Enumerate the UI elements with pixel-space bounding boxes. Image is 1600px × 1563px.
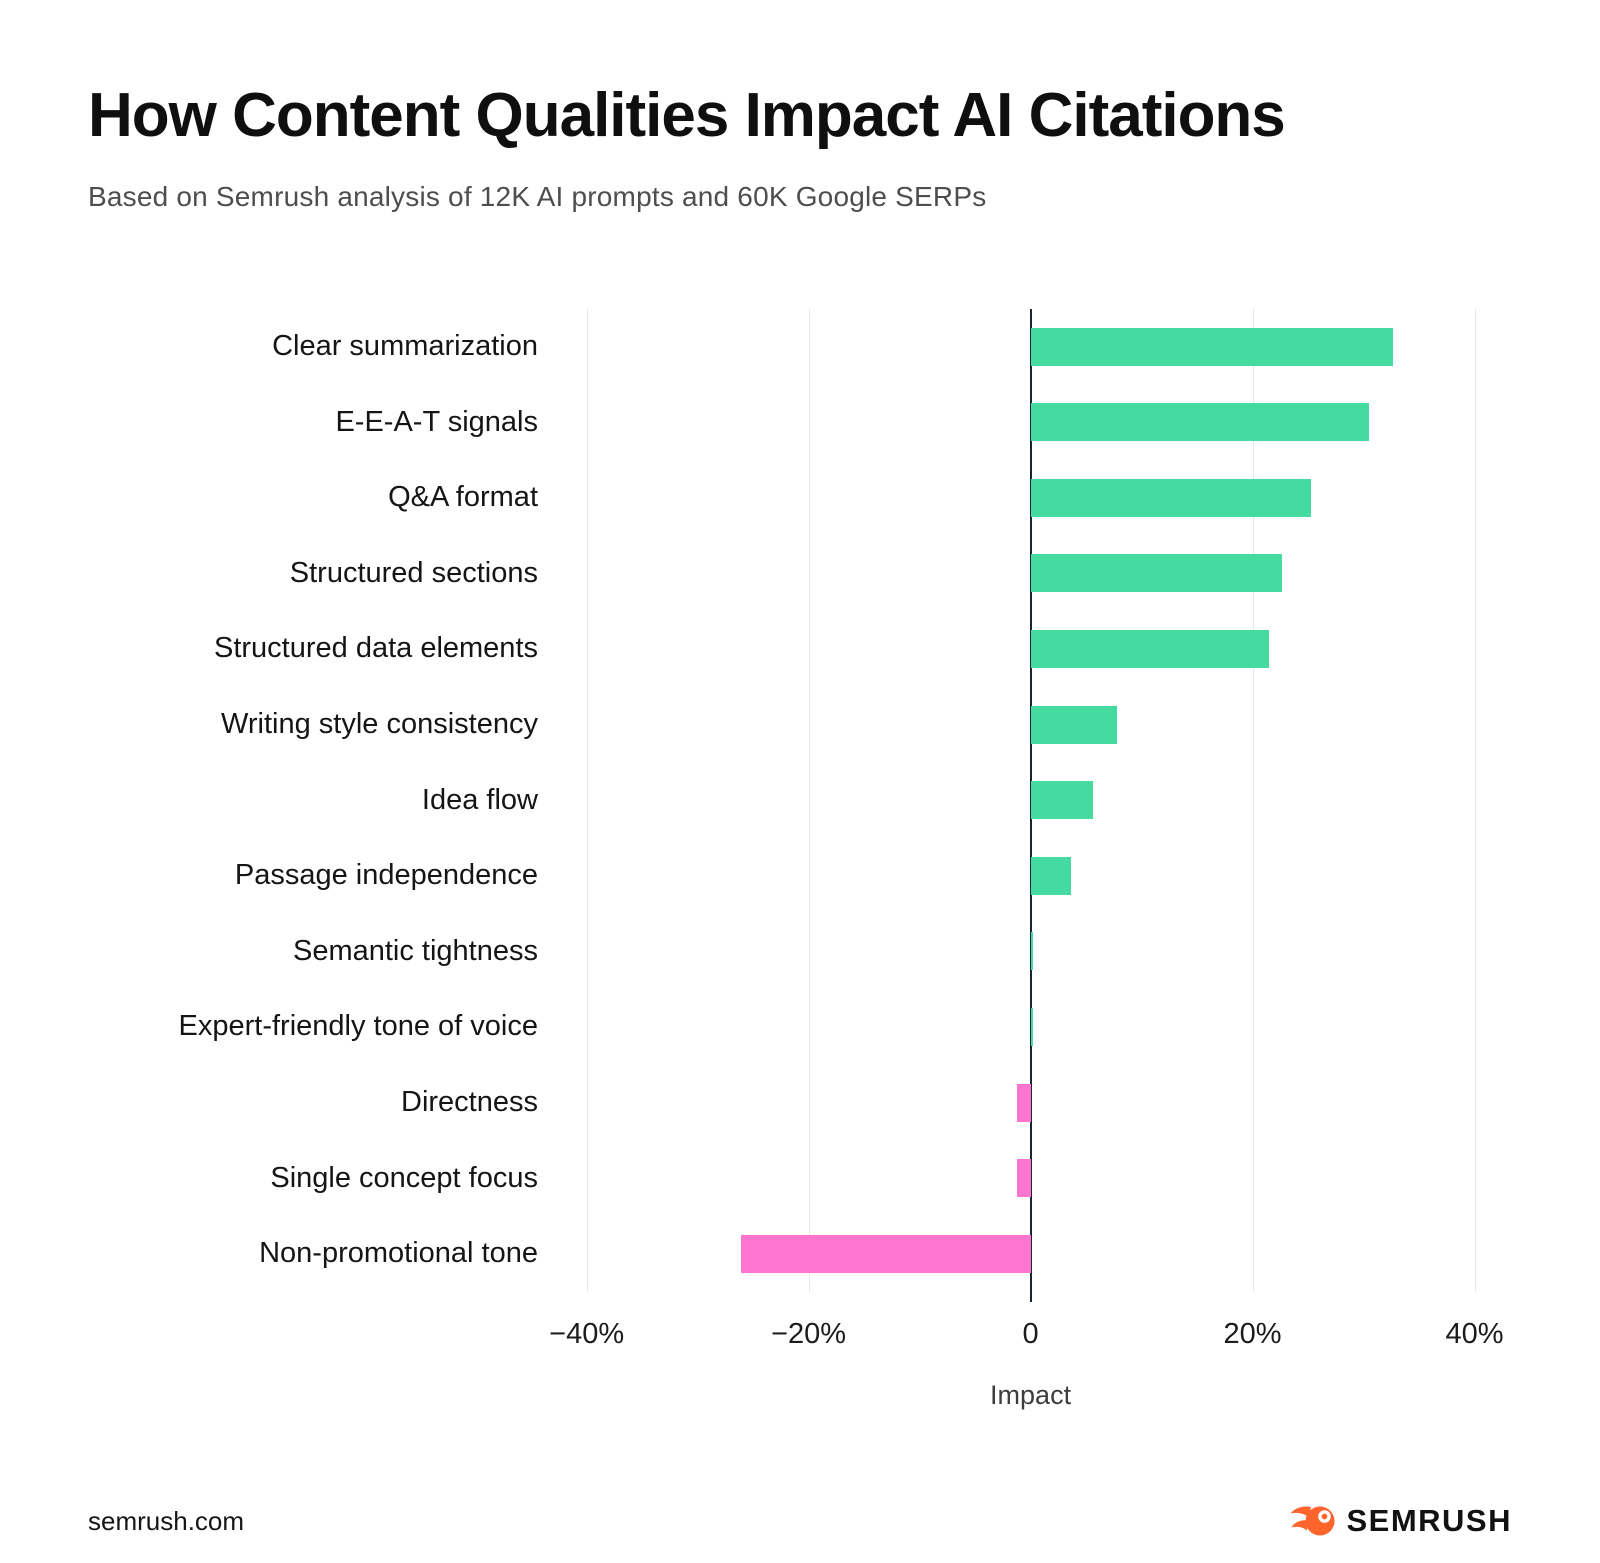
footer: semrush.com SEMRUSH xyxy=(88,1503,1512,1539)
gridline xyxy=(808,308,810,1292)
bar-row xyxy=(550,460,1530,536)
semrush-flame-icon xyxy=(1290,1506,1335,1536)
chart-subtitle: Based on Semrush analysis of 12K AI prom… xyxy=(88,181,987,213)
bar xyxy=(1030,781,1093,820)
category-label: Q&A format xyxy=(388,481,538,514)
x-tick-label: 20% xyxy=(1223,1317,1282,1350)
category-label: Writing style consistency xyxy=(221,708,538,741)
x-tick-label: −40% xyxy=(549,1317,625,1350)
bar xyxy=(1030,705,1118,744)
bar xyxy=(1017,1159,1031,1198)
bar-row xyxy=(550,384,1530,460)
x-axis-title: Impact xyxy=(990,1379,1072,1410)
category-label: Non-promotional tone xyxy=(259,1237,538,1270)
bar xyxy=(1030,403,1370,442)
bar-row xyxy=(550,989,1530,1065)
bar-row xyxy=(550,914,1530,990)
x-axis-title-row: Impact xyxy=(550,1380,1530,1412)
bar-row xyxy=(550,536,1530,612)
category-label: Clear summarization xyxy=(272,330,538,363)
category-label: Semantic tightness xyxy=(292,934,538,967)
bar xyxy=(1030,554,1283,593)
bar-row xyxy=(550,687,1530,763)
gridline xyxy=(586,308,588,1292)
category-label-column: Clear summarization E-E-A-T signals Q&A fo… xyxy=(88,309,550,1412)
category-label: Idea flow xyxy=(421,783,538,816)
semrush-logo: SEMRUSH xyxy=(1290,1503,1512,1539)
bar-row xyxy=(550,1216,1530,1292)
bar-chart: Clear summarization E-E-A-T signals Q&A fo… xyxy=(88,308,1530,1412)
bar xyxy=(1030,327,1394,366)
bar xyxy=(1030,629,1270,668)
x-tick-label: −20% xyxy=(771,1317,847,1350)
category-label: Directness xyxy=(401,1086,538,1119)
semrush-wordmark: SEMRUSH xyxy=(1346,1503,1512,1538)
gridline xyxy=(1252,308,1254,1292)
plot-wrap: −40% −20% 0 20% 40% Impact xyxy=(549,308,1530,1412)
category-label: E-E-A-T signals xyxy=(335,405,538,438)
bar-row xyxy=(550,762,1530,838)
category-label: Structured data elements xyxy=(213,632,538,665)
category-label: Expert-friendly tone of voice xyxy=(178,1010,538,1043)
bar xyxy=(1017,1083,1031,1122)
category-label: Passage independence xyxy=(234,859,538,892)
bar-row xyxy=(550,838,1530,914)
bar xyxy=(1030,932,1033,971)
bar xyxy=(1030,1007,1033,1046)
bar-row xyxy=(550,1065,1530,1141)
bar-row xyxy=(550,309,1530,385)
x-axis-tick-row: −40% −20% 0 20% 40% xyxy=(549,1317,1530,1354)
bar xyxy=(740,1234,1031,1273)
bar-row xyxy=(550,611,1530,687)
category-label: Single concept focus xyxy=(270,1161,538,1194)
bar xyxy=(1030,478,1312,517)
x-tick-label: 40% xyxy=(1445,1317,1504,1350)
bar xyxy=(1030,856,1071,895)
gridline xyxy=(1474,308,1476,1292)
x-tick-label: 0 xyxy=(1022,1317,1039,1350)
plot-area xyxy=(550,308,1530,1302)
category-label: Structured sections xyxy=(289,556,538,589)
chart-title: How Content Qualities Impact AI Citation… xyxy=(88,81,1286,150)
bar-row xyxy=(550,1140,1530,1216)
source-url: semrush.com xyxy=(88,1505,245,1536)
